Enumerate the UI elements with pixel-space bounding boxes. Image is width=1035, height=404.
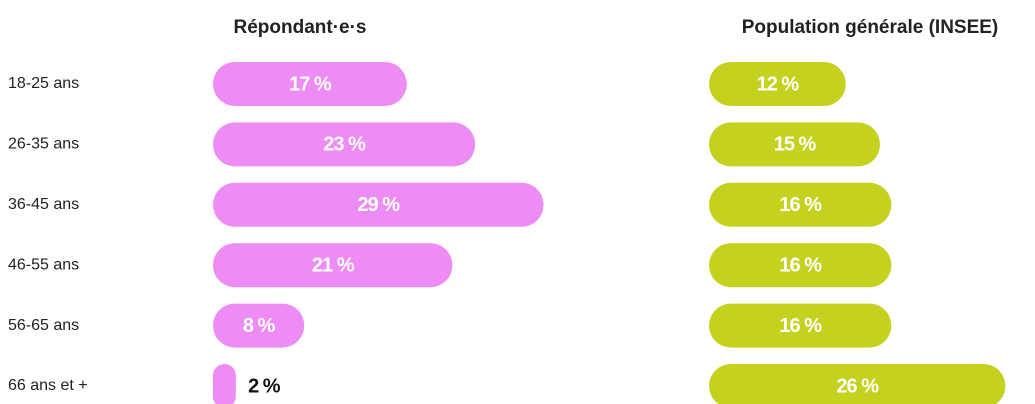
bar <box>709 122 880 167</box>
value-label: 15 % <box>774 134 817 156</box>
bar <box>213 243 453 288</box>
bar <box>709 182 892 227</box>
bar <box>213 122 476 167</box>
bar <box>213 303 305 348</box>
bar <box>709 243 892 288</box>
value-label: 17 % <box>289 73 332 95</box>
value-label: 23 % <box>323 134 366 156</box>
category-label: 46-55 ans <box>8 256 79 273</box>
bar <box>709 364 1006 404</box>
panel-title: Population générale (INSEE) <box>742 17 999 38</box>
value-label: 16 % <box>779 315 822 337</box>
value-label: 2 % <box>248 375 281 397</box>
value-label: 26 % <box>836 375 879 397</box>
panel-title: Répondant·e·s <box>234 17 367 38</box>
category-label: 26-35 ans <box>8 136 79 153</box>
bar <box>213 62 407 106</box>
value-label: 12 % <box>757 73 800 95</box>
bar <box>709 303 892 348</box>
value-label: 29 % <box>358 194 401 216</box>
value-label: 21 % <box>312 254 355 276</box>
category-label: 18-25 ans <box>8 75 79 92</box>
bar <box>709 62 846 106</box>
category-label: 56-65 ans <box>8 317 79 334</box>
value-label: 16 % <box>779 194 822 216</box>
category-label: 66 ans et + <box>8 377 88 394</box>
value-label: 16 % <box>779 254 822 276</box>
bar <box>213 364 236 404</box>
bar <box>213 182 544 227</box>
category-label: 36-45 ans <box>8 196 79 213</box>
value-label: 8 % <box>243 315 276 337</box>
